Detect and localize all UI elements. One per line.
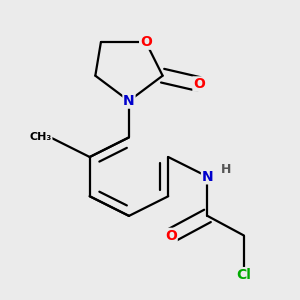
Text: O: O [193,77,205,91]
Text: CH₃: CH₃ [29,132,52,142]
Text: O: O [140,35,152,49]
Text: O: O [165,229,177,242]
Text: Cl: Cl [236,268,251,282]
Text: N: N [202,169,213,184]
Text: H: H [220,163,231,176]
Text: N: N [123,94,135,108]
